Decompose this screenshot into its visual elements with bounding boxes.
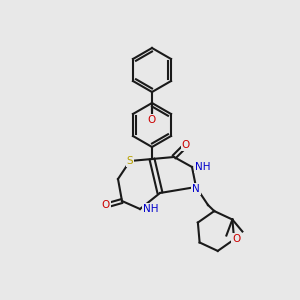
Text: N: N (192, 184, 200, 194)
Text: O: O (102, 200, 110, 210)
Text: O: O (148, 115, 156, 125)
Text: NH: NH (143, 204, 158, 214)
Text: O: O (182, 140, 190, 150)
Text: NH: NH (195, 162, 211, 172)
Text: S: S (127, 156, 133, 166)
Text: O: O (232, 235, 240, 244)
